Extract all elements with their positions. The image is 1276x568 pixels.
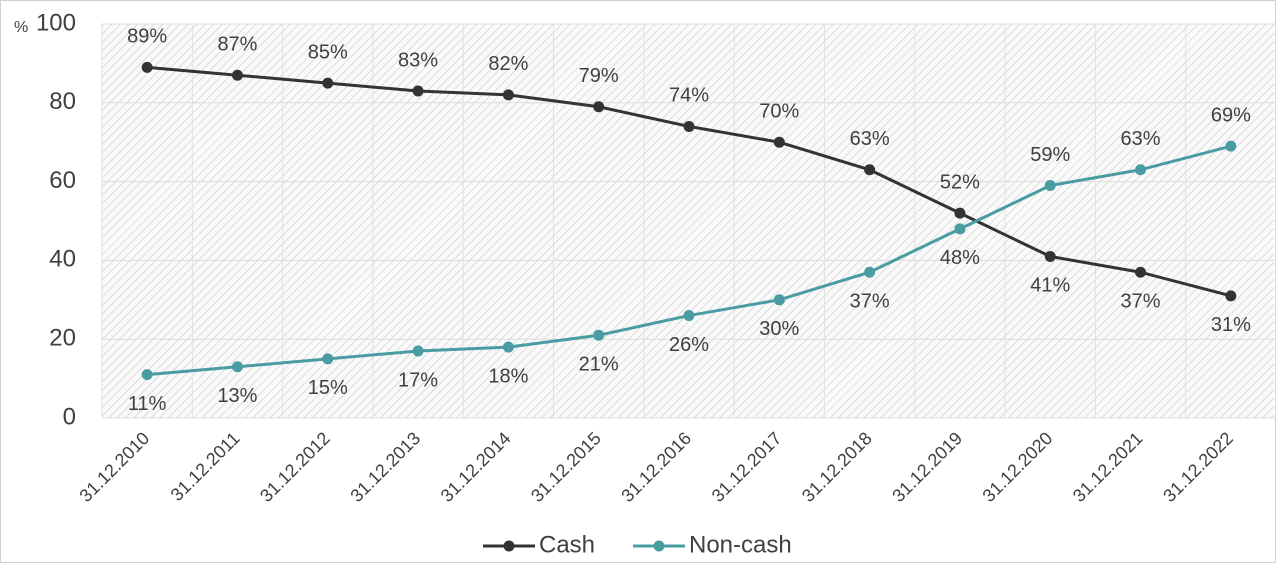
data-point [864,266,876,278]
y-tick-label: 60 [49,167,76,194]
data-point [773,294,785,306]
data-point [231,361,243,373]
data-point [1044,180,1056,192]
data-label: 13% [217,385,257,407]
data-label: 74% [669,85,709,107]
data-label: 89% [127,26,167,48]
data-point [593,101,605,113]
data-label: 63% [1121,128,1161,150]
y-tick-label: 100 [36,9,76,36]
data-label: 18% [488,365,528,387]
data-point [502,89,514,101]
data-point [141,61,153,73]
data-point [1225,140,1237,152]
data-label: 30% [759,318,799,340]
data-point [1044,250,1056,262]
data-label: 17% [398,369,438,391]
y-tick-label: 20 [49,325,76,352]
data-point [322,353,334,365]
data-label: 21% [579,354,619,376]
legend-marker [503,540,515,552]
data-point [683,310,695,322]
data-point [864,164,876,176]
data-point [593,329,605,341]
data-label: 31% [1211,314,1251,336]
data-point [773,136,785,148]
data-point [231,69,243,81]
data-label: 41% [1030,275,1070,297]
data-point [1135,266,1147,278]
data-label: 63% [850,128,890,150]
data-point [683,120,695,132]
data-label: 83% [398,49,438,71]
y-tick-label: 80 [49,88,76,115]
legend-label: Non-cash [689,531,792,558]
data-point [1225,290,1237,302]
data-label: 37% [850,291,890,313]
data-label: 85% [308,41,348,63]
data-label: 37% [1121,291,1161,313]
data-point [322,77,334,89]
data-point [1135,164,1147,176]
data-label: 15% [308,377,348,399]
data-label: 48% [940,247,980,269]
data-point [412,345,424,357]
data-label: 59% [1030,144,1070,166]
y-tick-label: 40 [49,246,76,273]
data-label: 79% [579,65,619,87]
y-tick-label: 0 [63,403,76,430]
data-point [954,207,966,219]
data-point [502,341,514,353]
legend-marker [653,540,665,552]
data-label: 52% [940,171,980,193]
data-label: 70% [759,100,799,122]
legend-label: Cash [539,531,595,558]
data-label: 69% [1211,104,1251,126]
data-label: 11% [128,393,167,415]
data-label: 26% [669,334,709,356]
data-point [954,223,966,235]
y-axis-label: % [14,19,28,36]
data-label: 82% [488,53,528,75]
data-point [412,85,424,97]
data-label: 87% [217,34,257,56]
plot-area [102,24,1274,418]
data-point [141,369,153,381]
